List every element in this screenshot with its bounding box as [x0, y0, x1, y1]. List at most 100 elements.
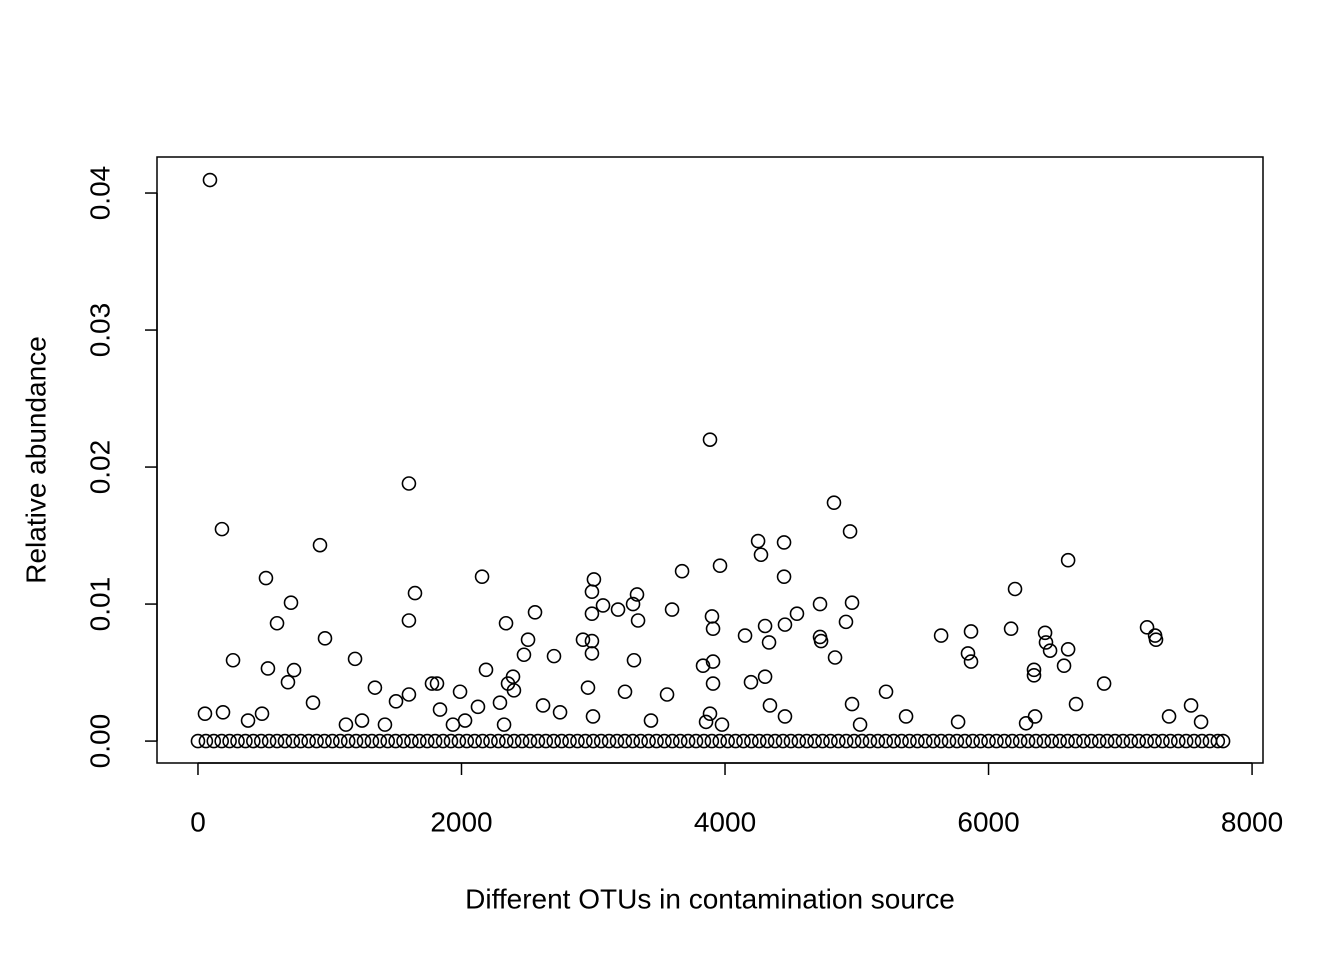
- point: [807, 733, 822, 749]
- point: [777, 617, 793, 632]
- point: [1037, 625, 1053, 641]
- point: [1068, 733, 1083, 749]
- point: [826, 495, 842, 510]
- point: [354, 713, 370, 728]
- point: [1060, 641, 1076, 657]
- point: [286, 662, 302, 678]
- point: [838, 733, 854, 749]
- point: [838, 614, 854, 630]
- point: [894, 733, 909, 749]
- point: [1107, 733, 1123, 749]
- point: [812, 596, 828, 612]
- point: [312, 537, 328, 553]
- y-tick-label: 0.00: [84, 714, 115, 769]
- point: [578, 733, 593, 749]
- point: [1004, 733, 1020, 749]
- point: [695, 658, 711, 674]
- point: [777, 709, 793, 724]
- point: [657, 733, 672, 749]
- x-tick-label: 6000: [957, 806, 1019, 837]
- point: [1068, 696, 1084, 712]
- point: [973, 733, 988, 749]
- point: [757, 669, 773, 684]
- point: [1042, 643, 1058, 658]
- point: [356, 733, 372, 749]
- point: [516, 647, 532, 663]
- point: [260, 661, 276, 676]
- point: [601, 733, 617, 749]
- point: [823, 733, 838, 749]
- point: [388, 733, 403, 749]
- point: [1091, 733, 1107, 749]
- point: [949, 733, 965, 749]
- point: [617, 684, 633, 700]
- point: [253, 733, 269, 749]
- point: [1038, 635, 1054, 650]
- point: [246, 733, 261, 749]
- point: [712, 558, 728, 574]
- point: [202, 172, 218, 188]
- point: [443, 733, 459, 749]
- point: [1163, 733, 1178, 749]
- point: [878, 733, 894, 749]
- point: [902, 733, 917, 749]
- point: [222, 733, 237, 749]
- point: [506, 683, 522, 698]
- point: [789, 606, 805, 621]
- point: [609, 733, 625, 749]
- point: [1131, 733, 1147, 749]
- point: [225, 652, 241, 668]
- point: [586, 572, 602, 587]
- point: [412, 733, 427, 749]
- point: [491, 733, 506, 749]
- point: [1170, 733, 1186, 749]
- point: [705, 654, 721, 669]
- point: [844, 595, 860, 610]
- point: [283, 595, 299, 610]
- point: [401, 476, 417, 491]
- point: [1044, 733, 1060, 749]
- point: [664, 602, 680, 617]
- point: [831, 733, 846, 749]
- point: [317, 631, 333, 646]
- point: [305, 695, 321, 711]
- point: [1210, 733, 1226, 749]
- y-tick-label: 0.04: [84, 166, 115, 221]
- point: [498, 733, 514, 749]
- point: [498, 615, 514, 631]
- point: [429, 676, 445, 691]
- point: [827, 650, 843, 665]
- point: [215, 705, 231, 720]
- point: [762, 698, 778, 713]
- point: [783, 733, 799, 749]
- point: [862, 733, 878, 749]
- point: [757, 618, 773, 634]
- point: [347, 651, 363, 667]
- point: [720, 733, 735, 749]
- point: [459, 733, 475, 749]
- point: [705, 621, 721, 637]
- point: [1215, 733, 1231, 749]
- point: [641, 733, 656, 749]
- point: [997, 733, 1012, 749]
- point: [467, 733, 482, 749]
- point: [1147, 733, 1162, 749]
- y-axis-label: Relative abundance: [20, 336, 51, 584]
- point: [546, 648, 562, 664]
- point: [870, 733, 886, 749]
- point: [1020, 733, 1036, 749]
- point: [625, 596, 641, 612]
- point: [610, 602, 626, 617]
- plot-frame: [156, 156, 1264, 764]
- point: [1060, 552, 1076, 568]
- point: [595, 598, 611, 613]
- point: [364, 733, 380, 749]
- point: [696, 733, 712, 749]
- point: [435, 733, 451, 749]
- point: [702, 432, 718, 447]
- point: [626, 652, 642, 668]
- x-axis-label: Different OTUs in contamination source: [465, 883, 955, 914]
- point: [401, 687, 417, 702]
- point: [1012, 733, 1028, 749]
